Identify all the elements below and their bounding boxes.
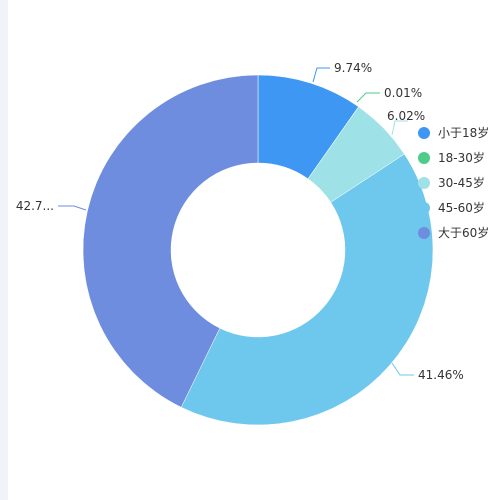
- legend-marker-icon: [418, 226, 430, 239]
- leader-line: [356, 92, 380, 103]
- slice-percent-label: 9.74%: [334, 61, 372, 75]
- legend-item-over-60[interactable]: 大于60岁: [418, 220, 500, 245]
- legend-item-30-45[interactable]: 30-45岁: [418, 170, 500, 195]
- legend-label: 大于60岁: [438, 226, 490, 240]
- leader-line: [58, 205, 87, 211]
- legend-label: 45-60岁: [438, 201, 485, 215]
- slice-over-60[interactable]: [82, 74, 259, 408]
- legend-marker-icon: [418, 201, 430, 214]
- leader-line: [312, 67, 330, 83]
- legend-label: 18-30岁: [438, 151, 485, 165]
- slice-percent-label: 6.02%: [387, 109, 425, 123]
- legend-item-18-30[interactable]: 18-30岁: [418, 145, 500, 170]
- leader-line: [391, 120, 408, 136]
- left-sidebar-edge: [0, 0, 8, 500]
- slice-percent-label: 42.7...: [16, 199, 54, 213]
- legend-label: 小于18岁: [438, 126, 490, 140]
- legend-marker-icon: [418, 151, 430, 164]
- legend-marker-icon: [418, 176, 430, 189]
- slice-45-60[interactable]: [180, 153, 434, 426]
- chart-legend: 小于18岁 18-30岁 30-45岁 45-60岁 大于60岁: [418, 120, 500, 245]
- slice-percent-label: 41.46%: [418, 368, 464, 382]
- legend-label: 30-45岁: [438, 176, 485, 190]
- legend-item-under-18[interactable]: 小于18岁: [418, 120, 500, 145]
- legend-item-45-60[interactable]: 45-60岁: [418, 195, 500, 220]
- legend-marker-icon: [418, 126, 430, 139]
- leader-line: [391, 362, 414, 376]
- slice-percent-label: 0.01%: [384, 86, 422, 100]
